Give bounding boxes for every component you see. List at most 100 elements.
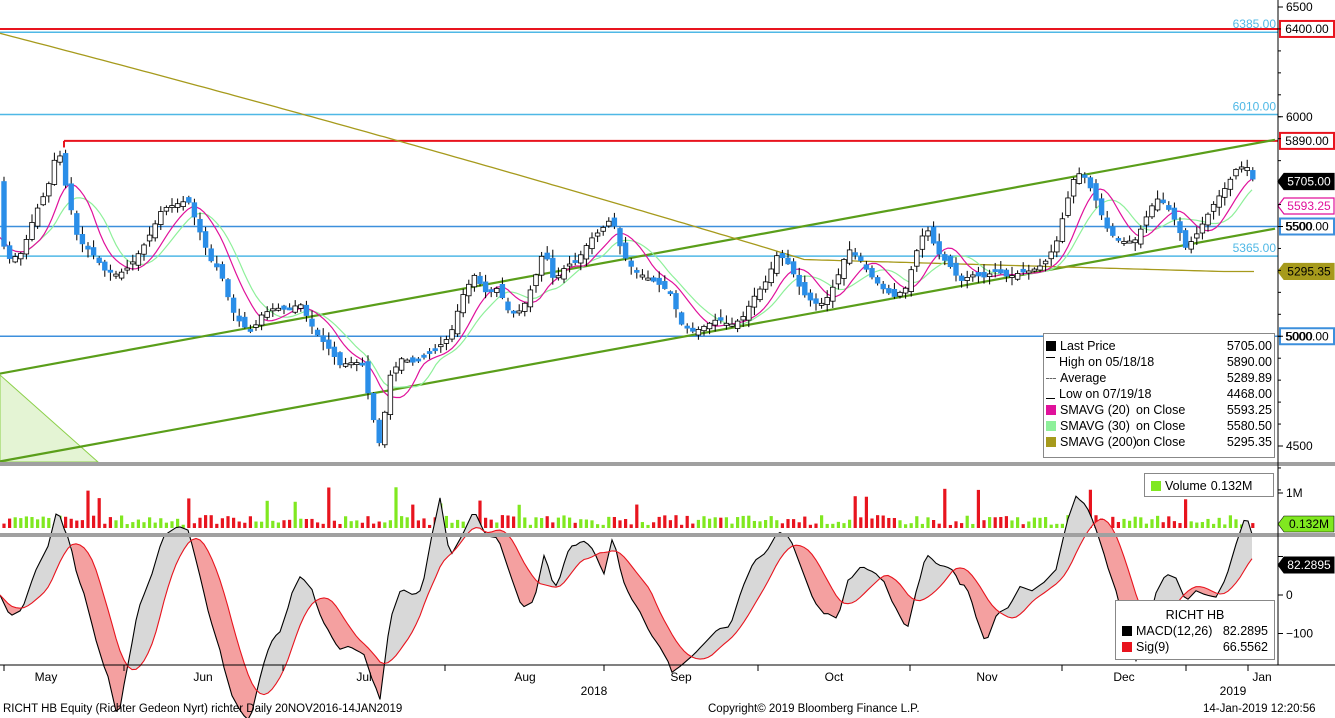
macd-fill (1048, 573, 1052, 591)
candle-up (57, 155, 63, 163)
month-label: May (35, 670, 58, 684)
candle-down (415, 358, 422, 362)
macd-fill (1020, 586, 1024, 615)
candle-down (874, 277, 881, 284)
candle-down (426, 351, 433, 354)
volume-bar (1055, 523, 1059, 528)
volume-bar (1206, 518, 1210, 528)
candle-up (533, 274, 539, 287)
volume-bar (192, 523, 196, 528)
candle-down (634, 269, 640, 273)
candle-down (718, 317, 724, 321)
candle-up (258, 314, 265, 326)
macd-fill (676, 640, 680, 670)
trend-channel-line (0, 138, 1276, 375)
macd-fill (1084, 503, 1088, 538)
macd-fill (844, 580, 848, 604)
volume-bar (982, 520, 986, 528)
macd-fill (940, 565, 944, 587)
volume-bar (97, 498, 101, 528)
volume-bar (304, 518, 308, 528)
macd-fill (332, 601, 336, 645)
macd-fill (828, 581, 832, 616)
candle-down (337, 352, 343, 366)
volume-bar (24, 516, 28, 528)
volume-bar (1217, 517, 1221, 528)
candle-up (1188, 241, 1194, 250)
candle-down (197, 218, 203, 233)
volume-bar (898, 520, 902, 528)
macd-fill (408, 592, 412, 639)
macd-fill (560, 563, 564, 586)
price-tick-label: 4500 (1286, 439, 1313, 453)
macd-fill (876, 573, 880, 583)
volume-bar (540, 518, 544, 528)
macd-fill (948, 567, 952, 577)
volume-bar (164, 522, 168, 528)
signal-line (0, 518, 1253, 696)
volume-bar (1044, 517, 1048, 528)
candle-down (107, 269, 114, 273)
macd-legend[interactable]: RICHT HB MACD(12,26) 82.2895 Sig(9) 66.5… (1115, 600, 1275, 660)
macd-fill (372, 652, 376, 689)
candle-up (460, 294, 466, 314)
candle-up (18, 253, 24, 260)
candle-up (270, 308, 276, 312)
candle-down (320, 335, 326, 342)
price-legend[interactable]: Last Price 5705.00 High on 05/18/18 5890… (1043, 333, 1275, 458)
macd-fill (736, 595, 740, 633)
candle-up (594, 232, 601, 237)
volume-bar (1195, 522, 1199, 528)
volume-bar (747, 515, 751, 528)
candle-down (1171, 207, 1178, 220)
macd-fill (760, 554, 764, 596)
candle-up (1048, 251, 1054, 260)
volume-bar (260, 521, 264, 528)
legend-sig: Sig(9) 66.5562 (1122, 639, 1268, 655)
volume-bar (635, 504, 639, 528)
macd-fill (40, 554, 44, 597)
macd-fill (852, 572, 856, 603)
macd-fill (956, 567, 960, 585)
volume-bar (1060, 523, 1064, 528)
macd-fill (932, 559, 936, 594)
volume-bar (338, 523, 342, 528)
macd-fill (108, 609, 112, 694)
volume-legend[interactable]: Volume 0.132M (1144, 473, 1274, 497)
volume-bar (920, 523, 924, 528)
volume-bar (842, 523, 846, 528)
candle-down (505, 301, 511, 311)
macd-line (0, 495, 1253, 718)
macd-fill (1088, 509, 1092, 532)
candle-up (1205, 213, 1211, 226)
macd-fill (652, 594, 656, 642)
candle-up (443, 339, 450, 344)
volume-bar (1234, 519, 1238, 528)
candle-up (734, 320, 741, 329)
macd-fill (916, 578, 920, 601)
macd-fill (268, 640, 272, 694)
macd-tag-bg (1277, 556, 1335, 574)
legend-value: 5890.00 (1226, 355, 1272, 369)
volume-bar (870, 518, 874, 528)
volume-bar (848, 519, 852, 528)
price-tag-bg (1277, 172, 1335, 191)
macd-fill (156, 546, 160, 632)
macd-fill (272, 635, 276, 690)
volume-bar (80, 520, 84, 528)
candle-down (869, 267, 875, 278)
macd-fill (672, 634, 676, 673)
macd-fill (784, 534, 788, 554)
candle-up (746, 305, 752, 321)
macd-fill (1224, 571, 1228, 594)
candle-down (331, 346, 338, 357)
square-icon (1046, 421, 1056, 431)
macd-fill (248, 674, 252, 718)
candle-up (454, 310, 461, 335)
month-label: Oct (825, 670, 844, 684)
volume-bar (114, 520, 118, 528)
macd-fill (212, 559, 216, 638)
macd-fill (1068, 507, 1072, 570)
axis-tag-label: 5890.00 (1285, 134, 1329, 148)
macd-fill (636, 571, 640, 612)
